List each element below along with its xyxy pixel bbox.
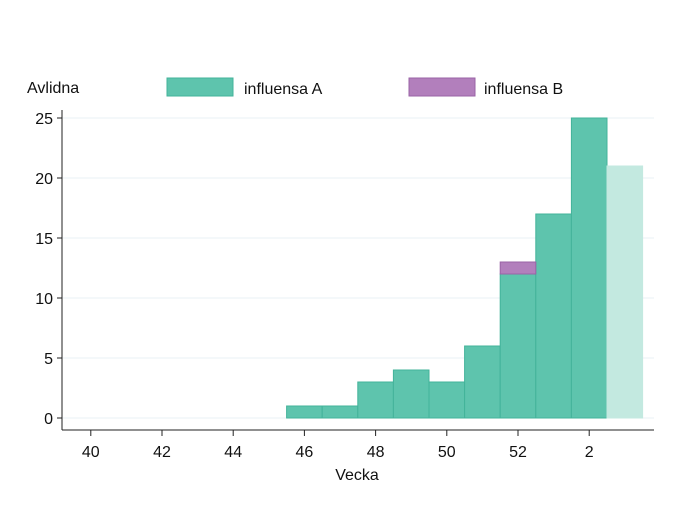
bar-influensa-a-week-46 (286, 405, 323, 419)
y-tick-label: 20 (35, 171, 53, 188)
x-tick-label: 44 (224, 444, 242, 461)
bar-influensa-b-week-52 (499, 261, 537, 275)
x-tick-label: 2 (585, 444, 594, 461)
y-axis-label: Avlidna (27, 80, 79, 97)
bar-influensa-a-week-47 (321, 405, 359, 419)
axes: 0 5 10 15 20 25 40 42 44 46 48 50 52 2 (35, 110, 654, 461)
legend-label-influensa-a: influensa A (244, 81, 323, 98)
bars (286, 117, 644, 419)
bar-influensa-a-week-51 (464, 345, 501, 419)
bar-influensa-a-week-52 (499, 273, 537, 419)
legend-swatch-influensa-a (166, 77, 234, 97)
y-tick-label: 25 (35, 111, 53, 128)
bar-influensa-a-week-49 (392, 369, 430, 419)
x-tick-label: 48 (367, 444, 385, 461)
y-tick-label: 15 (35, 231, 53, 248)
bar-influensa-a-week-3 (606, 165, 644, 419)
x-tick-label: 46 (296, 444, 314, 461)
x-tick-label: 42 (153, 444, 171, 461)
bar-influensa-a-week-1 (535, 213, 572, 419)
y-tick-label: 10 (35, 291, 53, 308)
legend: influensa A influensa B (166, 77, 563, 98)
bar-influensa-a-week-48 (357, 381, 394, 419)
x-tick-label: 52 (509, 444, 527, 461)
bar-influensa-a-week-50 (428, 381, 466, 419)
legend-label-influensa-b: influensa B (484, 81, 563, 98)
y-tick-label: 0 (44, 411, 53, 428)
y-tick-label: 5 (44, 351, 53, 368)
x-tick-label: 40 (82, 444, 100, 461)
x-axis-label: Vecka (335, 467, 379, 484)
x-tick-label: 50 (438, 444, 456, 461)
legend-swatch-influensa-b (408, 77, 476, 97)
bar-influensa-a-week-2 (570, 117, 608, 419)
